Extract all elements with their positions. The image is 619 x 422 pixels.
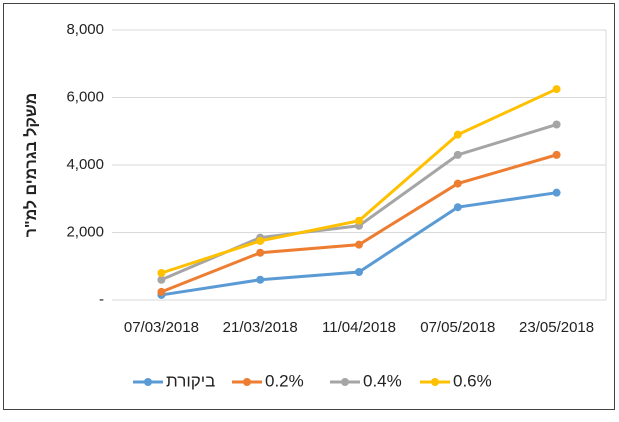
data-point [552, 120, 561, 129]
x-tick-label: 23/05/2018 [519, 319, 594, 336]
data-point [157, 275, 166, 284]
y-tick-label: 4,000 [66, 156, 104, 173]
data-point [256, 275, 265, 284]
data-point [355, 240, 363, 249]
y-tick-label: 8,000 [66, 21, 104, 38]
legend-marker [431, 378, 439, 386]
legend-marker [243, 378, 251, 386]
data-point [256, 236, 265, 245]
data-point [453, 150, 462, 159]
chart-border [3, 3, 615, 410]
y-axis-label: משקל בגרמים למ"ר [22, 93, 40, 237]
legend-label: 0.6% [453, 371, 492, 390]
y-tick-label: 2,000 [66, 223, 104, 240]
data-point [453, 203, 462, 212]
data-point [157, 269, 166, 277]
legend-marker [144, 378, 152, 386]
x-tick-label: 21/03/2018 [223, 319, 298, 336]
data-point [157, 287, 166, 296]
data-point [453, 130, 462, 139]
data-point [355, 267, 363, 276]
data-point [552, 85, 561, 94]
legend-label: 0.4% [363, 371, 402, 390]
legend-label: 0.2% [265, 371, 304, 390]
data-point [355, 216, 363, 225]
y-tick-label: 6,000 [66, 88, 104, 105]
x-tick-label: 11/04/2018 [322, 319, 396, 336]
legend-label: ביקורת [166, 371, 215, 390]
data-point [552, 150, 561, 159]
data-point [552, 188, 561, 197]
data-point [256, 248, 265, 257]
y-tick-label: - [99, 291, 104, 308]
x-tick-label: 07/05/2018 [420, 319, 495, 336]
data-point [453, 179, 462, 188]
x-tick-label: 07/03/2018 [124, 319, 199, 336]
legend-marker [341, 378, 349, 386]
